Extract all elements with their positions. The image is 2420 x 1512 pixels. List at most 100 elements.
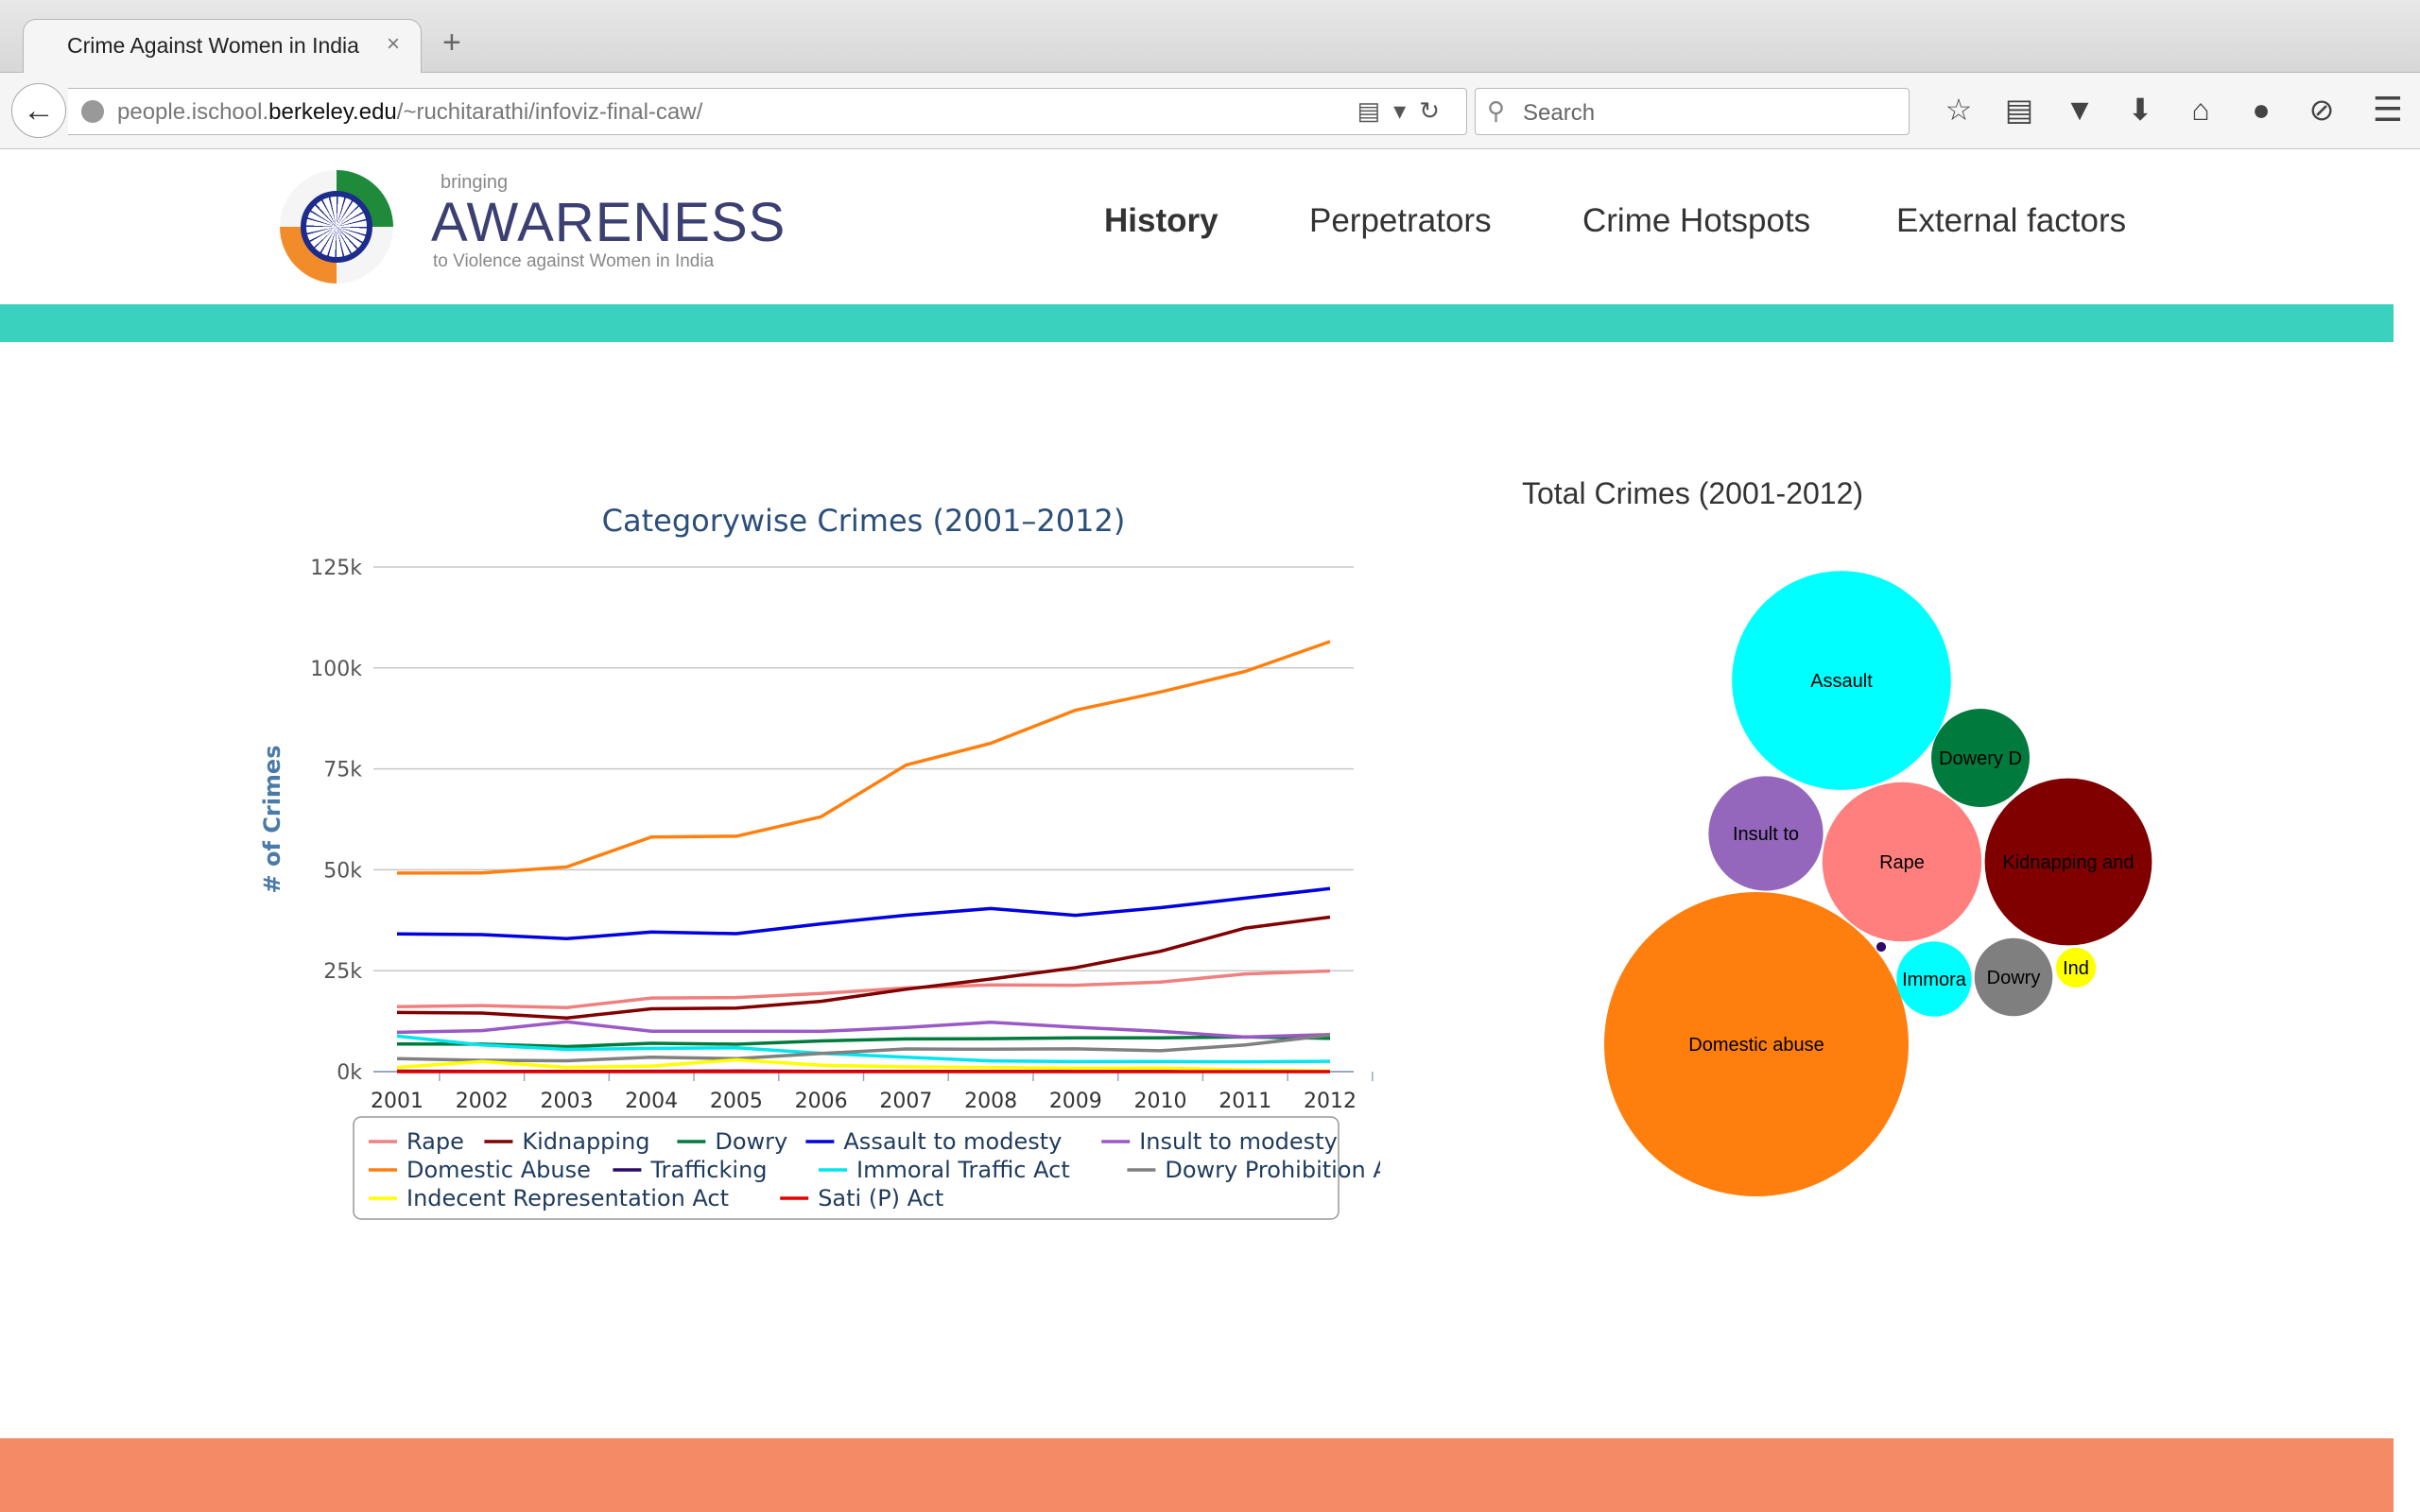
scroll-gutter bbox=[2394, 149, 2420, 1512]
bubble-label: Kidnapping and bbox=[2002, 852, 2134, 873]
legend-entry: Sati (P) Act bbox=[818, 1185, 943, 1211]
nav-crime-hotspots[interactable]: Crime Hotspots bbox=[1582, 202, 1811, 239]
y-tick-label: 25k bbox=[323, 960, 362, 984]
bubble-rape bbox=[1822, 782, 1982, 942]
dropdown-icon[interactable]: ▾ bbox=[1393, 96, 1420, 125]
reader-view-icon[interactable]: ▤ bbox=[1357, 96, 1394, 125]
tab-title: Crime Against Women in India bbox=[67, 33, 359, 58]
browser-navbar: ← people.ischool.berkeley.edu/~ruchitara… bbox=[0, 73, 2420, 149]
url-domain: berkeley.edu bbox=[268, 99, 397, 125]
search-placeholder: Search bbox=[1523, 100, 1596, 126]
ashoka-chakra-logo[interactable] bbox=[280, 170, 393, 284]
url-prefix: people.ischool. bbox=[117, 99, 269, 125]
series-line-indecent-representation-act bbox=[396, 1057, 1331, 1074]
logo-tagline-bottom: to Violence against Women in India bbox=[433, 251, 715, 271]
legend-entry: Domestic Abuse bbox=[406, 1157, 591, 1183]
x-tick-label: 2011 bbox=[1219, 1090, 1271, 1113]
series-line-kidnapping bbox=[396, 915, 1331, 1020]
x-tick-label: 2010 bbox=[1134, 1090, 1187, 1113]
url-bar[interactable]: people.ischool.berkeley.edu/~ruchitarath… bbox=[68, 88, 1467, 135]
browser-tab[interactable]: Crime Against Women in India × bbox=[23, 19, 422, 74]
legend-entry: Assault to modesty bbox=[843, 1128, 1062, 1155]
x-tick-label: 2012 bbox=[1304, 1090, 1357, 1113]
x-tick-label: 2001 bbox=[371, 1090, 424, 1113]
logo-tagline-top: bringing bbox=[441, 172, 509, 193]
series-line-dowry bbox=[396, 1035, 1331, 1049]
legend-box bbox=[353, 1116, 1340, 1220]
logo-title[interactable]: AWARENESS bbox=[431, 192, 786, 253]
bubble-label: Dowery D bbox=[1939, 748, 2022, 769]
tracking-icon[interactable]: ⊘ bbox=[2308, 93, 2335, 127]
bubble-domestic-abuse bbox=[1604, 892, 1909, 1196]
footer-bar bbox=[0, 1438, 2394, 1512]
url-path: /~ruchitarathi/infoviz-final-caw/ bbox=[396, 99, 703, 125]
bubble-label: Dowry bbox=[1987, 968, 2041, 988]
home-icon[interactable]: ⌂ bbox=[2191, 93, 2210, 127]
pocket-icon[interactable]: ▼ bbox=[2065, 93, 2095, 127]
chat-icon[interactable]: ● bbox=[2252, 93, 2271, 127]
bubble-assault bbox=[1732, 571, 1951, 790]
bubble-dowry-prohibition-act bbox=[1974, 937, 2053, 1017]
bubble-trafficking bbox=[1876, 941, 1887, 953]
new-tab-icon[interactable]: + bbox=[442, 25, 461, 60]
globe-icon bbox=[81, 100, 104, 123]
series-line-domestic-abuse bbox=[396, 640, 1331, 875]
bubble-kidnapping bbox=[1984, 778, 2152, 946]
bookmark-star-icon[interactable]: ☆ bbox=[1945, 93, 1973, 127]
reading-list-icon[interactable]: ▤ bbox=[2004, 93, 2034, 127]
legend-entry: Insult to modesty bbox=[1139, 1128, 1338, 1155]
legend-entry: Trafficking bbox=[649, 1157, 767, 1183]
y-tick-label: 0k bbox=[337, 1061, 362, 1085]
bubble-label: Rape bbox=[1879, 852, 1925, 873]
hamburger-menu-icon[interactable]: ☰ bbox=[2372, 90, 2403, 129]
y-tick-label: 75k bbox=[323, 759, 362, 782]
search-bar[interactable]: ⚲ Search bbox=[1475, 88, 1910, 135]
search-icon: ⚲ bbox=[1487, 96, 1506, 125]
legend-entry: Indecent Representation Act bbox=[406, 1185, 729, 1211]
series-line-dowry-prohibition-act bbox=[396, 1033, 1331, 1063]
x-tick-label: 2002 bbox=[456, 1090, 509, 1113]
series-line-insult-to-modesty bbox=[396, 1020, 1331, 1040]
y-tick-label: 100k bbox=[310, 658, 362, 681]
legend-entry: Immoral Traffic Act bbox=[856, 1157, 1070, 1183]
back-arrow-icon[interactable]: ← bbox=[11, 83, 66, 138]
bubble-label: Domestic abuse bbox=[1688, 1035, 1824, 1056]
bubble-label: Ind bbox=[2063, 958, 2089, 979]
url-text: people.ischool.berkeley.edu/~ruchitarath… bbox=[117, 99, 702, 126]
header-accent-bar bbox=[0, 304, 2394, 342]
legend-entry: Dowry bbox=[715, 1128, 787, 1155]
bubble-label: Insult to bbox=[1733, 824, 1799, 845]
x-tick-label: 2008 bbox=[964, 1090, 1017, 1113]
categorywise-line-chart: Categorywise Crimes (2001–2012) # of Crim… bbox=[259, 503, 1380, 1220]
series-line-assault-to-modesty bbox=[396, 886, 1331, 941]
legend-entry: Kidnapping bbox=[522, 1128, 649, 1155]
x-tick-label: 2005 bbox=[710, 1090, 763, 1113]
nav-perpetrators[interactable]: Perpetrators bbox=[1309, 202, 1492, 239]
tab-close-icon[interactable]: × bbox=[386, 31, 400, 57]
legend-entry: Rape bbox=[406, 1128, 464, 1155]
x-tick-label: 2007 bbox=[879, 1090, 932, 1113]
bubble-immoral-traffic-act bbox=[1896, 941, 1972, 1017]
bubble-chart-title: Total Crimes (2001-2012) bbox=[1522, 476, 1864, 510]
legend-entry: Dowry Prohibition Act bbox=[1165, 1157, 1380, 1183]
series-line-immoral-traffic-act bbox=[396, 1034, 1331, 1064]
site-header: bringing AWARENESS to Violence against W… bbox=[0, 149, 2394, 304]
bubble-insult-to-modesty bbox=[1708, 776, 1824, 891]
browser-tabstrip: Crime Against Women in India × + bbox=[0, 0, 2420, 74]
nav-history[interactable]: History bbox=[1104, 202, 1219, 239]
x-tick-label: 2004 bbox=[625, 1090, 678, 1113]
bubble-label: Assault bbox=[1810, 671, 1873, 692]
download-icon[interactable]: ⬇ bbox=[2127, 93, 2153, 127]
bubble-indecent-representation-act bbox=[2055, 947, 2097, 988]
line-chart-title: Categorywise Crimes (2001–2012) bbox=[602, 503, 1126, 539]
x-tick-label: 2009 bbox=[1049, 1090, 1102, 1113]
reload-icon[interactable]: ↻ bbox=[1419, 96, 1453, 125]
x-tick-label: 2006 bbox=[795, 1090, 848, 1113]
bubble-label: Immora bbox=[1902, 970, 1967, 990]
bubble-dowry-deaths bbox=[1931, 709, 2030, 807]
series-line-rape bbox=[396, 969, 1331, 1010]
nav-external-factors[interactable]: External factors bbox=[1896, 202, 2127, 239]
total-crimes-bubble-chart: Domestic abuse Assault Kidnapping and Rape I… bbox=[1604, 571, 2152, 1196]
y-axis-label: # of Crimes bbox=[259, 746, 285, 894]
y-tick-label: 50k bbox=[323, 859, 362, 883]
